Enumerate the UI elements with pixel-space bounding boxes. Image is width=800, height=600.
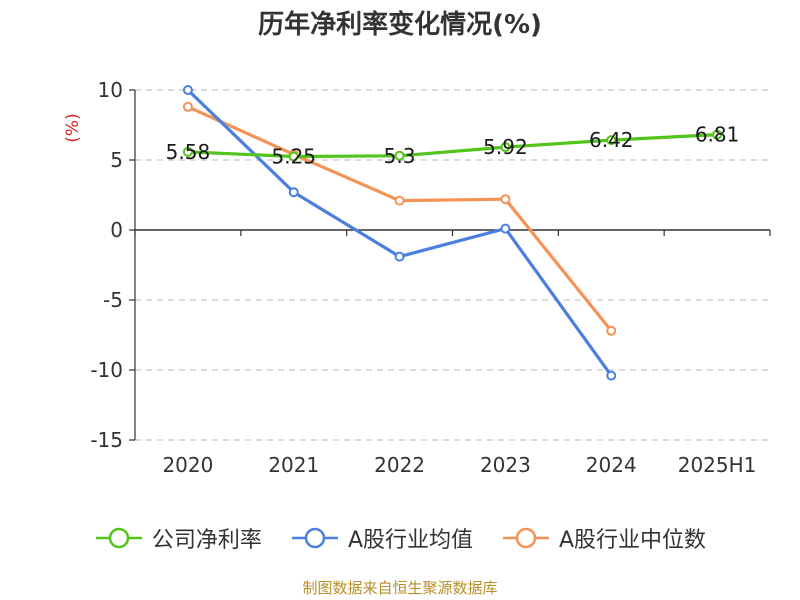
legend-label: A股行业中位数 bbox=[559, 528, 707, 553]
axes: 10 5 0 -5 -10 -15 2020 2021 2022 2023 2024 2025H1 bbox=[90, 78, 771, 477]
data-label: 5.3 bbox=[384, 144, 416, 168]
y-tick-label: -5 bbox=[103, 288, 123, 312]
legend: 公司净利率 A股行业均值 A股行业中位数 bbox=[0, 518, 800, 558]
x-tick-label: 2025H1 bbox=[678, 453, 757, 477]
legend-item: A股行业中位数 bbox=[501, 522, 706, 554]
data-point bbox=[606, 135, 617, 146]
legend-label: A股行业均值 bbox=[347, 528, 473, 553]
y-axis-label: (%) bbox=[63, 113, 83, 142]
data-point bbox=[394, 150, 405, 161]
x-tick-label: 2021 bbox=[268, 453, 319, 477]
data-point bbox=[394, 251, 405, 262]
data-labels: 5.58 5.25 5.3 5.92 6.42 6.81 bbox=[166, 123, 740, 169]
legend-marker-icon bbox=[291, 527, 338, 549]
data-point bbox=[500, 194, 511, 205]
data-point bbox=[712, 129, 723, 140]
data-point bbox=[182, 146, 193, 157]
legend-label: 公司净利率 bbox=[151, 528, 262, 553]
series-line bbox=[186, 88, 613, 377]
series-line bbox=[187, 105, 613, 332]
data-label: 5.58 bbox=[166, 140, 211, 164]
data-point bbox=[288, 187, 299, 198]
y-tick-label: 0 bbox=[110, 218, 123, 242]
legend-item: 公司净利率 bbox=[94, 522, 262, 554]
y-tick-label: -10 bbox=[90, 358, 123, 382]
data-label: 5.92 bbox=[483, 135, 528, 159]
legend-item: A股行业均值 bbox=[290, 522, 473, 554]
data-point bbox=[500, 142, 511, 153]
x-tick-label: 2023 bbox=[480, 453, 531, 477]
data-point bbox=[394, 195, 405, 206]
data-point bbox=[182, 85, 193, 95]
data-point bbox=[182, 101, 193, 112]
data-point bbox=[500, 223, 511, 234]
y-tick-label: 5 bbox=[110, 148, 123, 172]
x-tick-label: 2020 bbox=[162, 453, 213, 477]
data-label: 6.42 bbox=[589, 128, 634, 152]
data-label: 5.25 bbox=[271, 145, 316, 169]
legend-marker-icon bbox=[95, 527, 142, 549]
data-point bbox=[288, 151, 299, 162]
data-point bbox=[606, 370, 617, 381]
source-note: 制图数据来自恒生聚源数据库 bbox=[302, 579, 498, 597]
x-tick-label: 2022 bbox=[374, 453, 425, 477]
y-tick-label: -15 bbox=[90, 428, 123, 452]
grid-lines bbox=[135, 89, 770, 441]
x-tick-label: 2024 bbox=[586, 453, 637, 477]
y-tick-label: 10 bbox=[98, 78, 123, 102]
legend-marker-icon bbox=[503, 527, 549, 549]
series-line bbox=[187, 133, 718, 159]
data-point bbox=[606, 325, 617, 336]
chart-title: 历年净利率变化情况(%) bbox=[258, 10, 542, 40]
series-points bbox=[182, 85, 723, 381]
data-label: 6.81 bbox=[695, 123, 740, 147]
